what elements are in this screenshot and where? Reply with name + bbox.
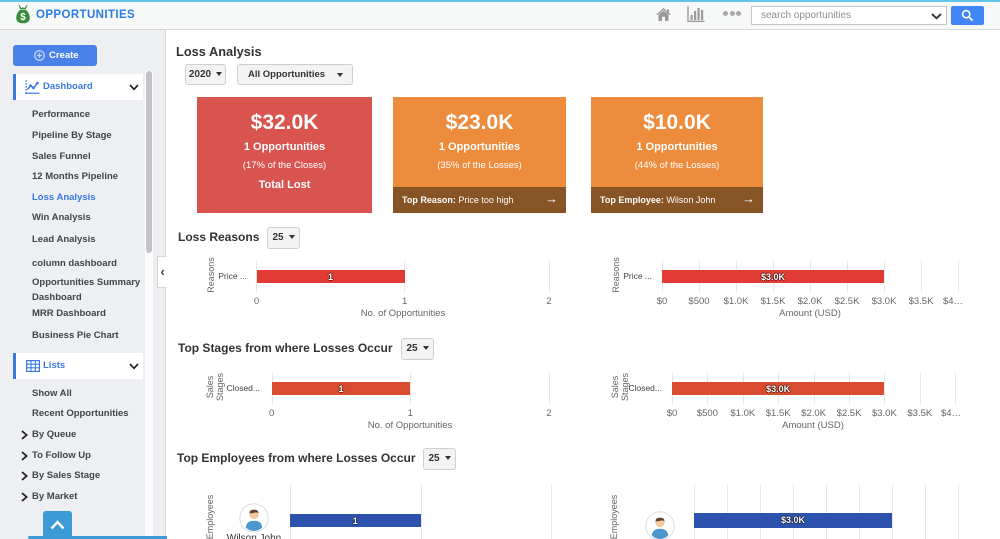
svg-text:$: $: [20, 12, 26, 23]
